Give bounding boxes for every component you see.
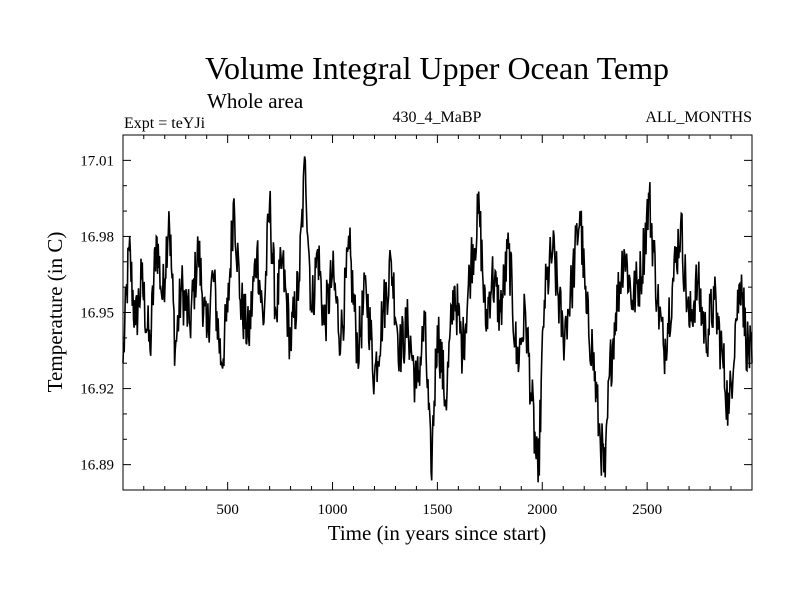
x-tick-label: 1000 (318, 502, 348, 518)
x-tick-label: 1500 (422, 502, 452, 518)
x-axis-label: Time (in years since start) (328, 521, 547, 545)
x-tick-label: 2000 (527, 502, 557, 518)
y-tick-label: 16.98 (80, 229, 114, 245)
temperature-series-line (122, 156, 753, 483)
chart-title: Volume Integral Upper Ocean Temp (205, 50, 669, 86)
expt-label: Expt = teYJi (124, 115, 206, 132)
x-axis: 500 1000 1500 2000 2500 (143, 135, 732, 518)
months-label: ALL_MONTHS (645, 109, 752, 126)
series-layer (122, 156, 753, 483)
x-tick-label: 500 (216, 502, 239, 518)
y-tick-label: 16.95 (80, 306, 114, 322)
y-tick-label: 16.92 (80, 382, 114, 398)
y-tick-label: 17.01 (80, 153, 114, 169)
y-axis-label: Temperature (in C) (43, 232, 67, 393)
y-axis: 16.89 16.92 16.95 16.98 17.01 (80, 153, 752, 474)
chart-subtitle: Whole area (207, 89, 304, 113)
run-label: 430_4_MaBP (393, 109, 482, 126)
x-tick-label: 2500 (632, 502, 662, 518)
y-tick-label: 16.89 (80, 458, 114, 474)
